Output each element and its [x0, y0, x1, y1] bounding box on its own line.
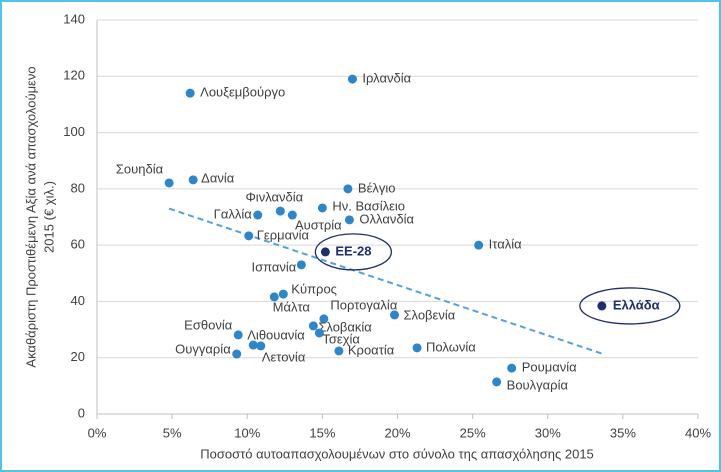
point-label: Ολλανδία: [359, 211, 414, 226]
point: [334, 346, 344, 356]
point-label: Βέλγιο: [358, 180, 396, 195]
point: [278, 289, 288, 299]
point-label: Σλοβενία: [403, 307, 455, 322]
x-tick-label: 0%: [88, 425, 107, 440]
point-label: Ιταλία: [489, 237, 522, 252]
point-label: Γαλλία: [214, 206, 253, 221]
point-label: Λιθουανία: [247, 327, 305, 342]
point: [317, 203, 327, 213]
y-tick-label: 100: [63, 124, 85, 139]
y-tick-label: 0: [78, 405, 85, 420]
point: [507, 363, 517, 373]
x-tick-label: 30%: [535, 425, 561, 440]
point-label: Μάλτα: [273, 299, 311, 314]
x-tick-label: 35%: [610, 425, 636, 440]
point: [275, 206, 285, 216]
point: [344, 215, 354, 225]
point: [256, 341, 266, 351]
point-label: Ιρλανδία: [362, 71, 411, 86]
point-label: Ην. Βασίλειο: [332, 198, 405, 213]
point: [597, 301, 607, 311]
x-tick-label: 20%: [384, 425, 410, 440]
y-tick-label: 20: [71, 349, 85, 364]
point-label: Κύπρος: [291, 282, 337, 297]
point: [314, 328, 324, 338]
x-tick-label: 40%: [685, 425, 711, 440]
point: [492, 377, 502, 387]
x-tick-label: 10%: [234, 425, 260, 440]
y-axis-label: 2015 (€ χιλ.): [41, 181, 56, 253]
point-label: Βουλγαρία: [507, 377, 569, 392]
x-tick-label: 5%: [163, 425, 182, 440]
highlight-ring: [314, 233, 393, 271]
point-label: Κροατία: [348, 342, 395, 357]
point: [343, 184, 353, 194]
point-label: Ρουμανία: [522, 360, 577, 375]
point: [319, 314, 329, 324]
y-tick-label: 120: [63, 68, 85, 83]
point-label: Σουηδία: [116, 161, 164, 176]
point: [269, 292, 279, 302]
point-label: ΕΕ-28: [335, 243, 371, 258]
point: [412, 343, 422, 353]
trend-line: [168, 207, 604, 356]
x-tick-label: 15%: [309, 425, 335, 440]
point: [232, 349, 242, 359]
highlight-ring: [579, 287, 681, 325]
point-label: Πορτογαλία: [330, 297, 397, 312]
point-label: Αυστρία: [295, 217, 342, 232]
point: [287, 210, 297, 220]
point: [347, 74, 357, 84]
point-label: Πολωνία: [426, 339, 476, 354]
point: [164, 178, 174, 188]
point: [188, 175, 198, 185]
point: [233, 330, 243, 340]
point-label: Φινλανδία: [245, 190, 303, 205]
point: [474, 240, 484, 250]
point-label: Λουξεμβούργο: [200, 85, 285, 100]
point-label: Τσεχία: [322, 331, 360, 346]
point-label: Γερμανία: [257, 227, 310, 242]
point-label: Σλοβακία: [318, 319, 372, 334]
point-label: Δανία: [201, 170, 235, 185]
y-tick-label: 80: [71, 180, 85, 195]
point: [389, 310, 399, 320]
y-tick-label: 140: [63, 11, 85, 26]
point-label: Εσθονία: [184, 317, 233, 332]
y-axis-label: Ακαθάριστη Προστιθέμενη Αξία ανά απασχολ…: [23, 66, 38, 367]
point: [308, 321, 318, 331]
point-label: Ισπανία: [251, 259, 296, 274]
x-tick-label: 25%: [460, 425, 486, 440]
point-label: Ουγγαρία: [175, 341, 231, 356]
point: [253, 210, 263, 220]
x-axis-label: Ποσοστό αυτοαπασχολουμένων στο σύνολο τη…: [200, 446, 594, 461]
point: [296, 260, 306, 270]
y-tick-label: 40: [71, 293, 85, 308]
y-tick-label: 60: [71, 237, 85, 252]
point: [320, 247, 330, 257]
point-label: Λετονία: [262, 349, 306, 364]
point: [248, 340, 258, 350]
point-label: Ελλάδα: [613, 297, 660, 312]
point: [244, 231, 254, 241]
point: [185, 88, 195, 98]
